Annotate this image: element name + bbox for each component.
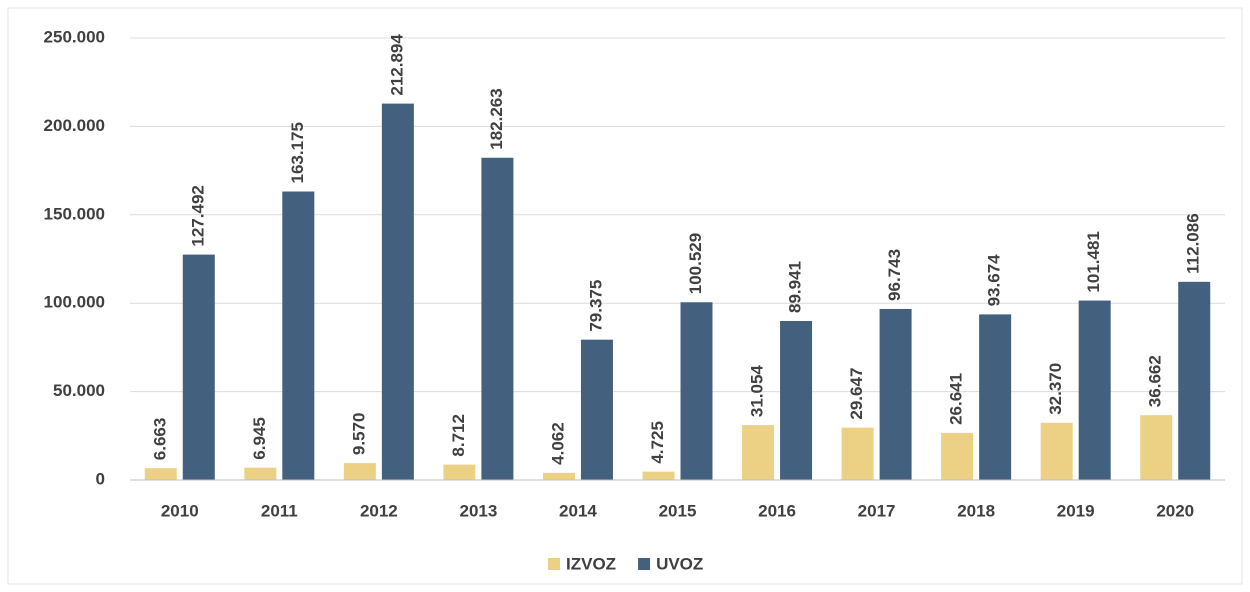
data-label: 9.570 <box>349 413 368 456</box>
x-tick-label: 2016 <box>758 501 796 520</box>
data-label: 8.712 <box>449 414 468 457</box>
bar <box>244 467 277 480</box>
x-tick-label: 2015 <box>659 501 697 520</box>
data-label: 182.263 <box>487 88 506 149</box>
bar <box>979 314 1012 480</box>
data-label: 26.641 <box>947 373 966 425</box>
data-label: 96.743 <box>885 249 904 301</box>
y-tick-label: 250.000 <box>44 27 105 46</box>
x-tick-label: 2020 <box>1156 501 1194 520</box>
bar <box>481 157 514 480</box>
bar <box>1078 300 1111 480</box>
bar <box>580 339 613 480</box>
data-label: 100.529 <box>686 233 705 294</box>
data-label: 112.086 <box>1184 213 1203 274</box>
data-label: 4.725 <box>648 421 667 464</box>
x-tick-label: 2013 <box>459 501 497 520</box>
bar <box>941 432 974 480</box>
y-tick-label: 150.000 <box>44 204 105 223</box>
x-tick-label: 2011 <box>261 501 298 520</box>
bar <box>343 463 376 480</box>
x-tick-label: 2017 <box>858 501 896 520</box>
legend-label: UVOZ <box>656 554 703 573</box>
y-tick-label: 50.000 <box>53 381 105 400</box>
bar <box>182 254 215 480</box>
bar <box>680 302 713 480</box>
bar <box>1040 422 1073 480</box>
bar <box>879 308 912 480</box>
bar <box>542 472 575 480</box>
data-label: 101.481 <box>1084 231 1103 292</box>
bar <box>381 103 414 481</box>
data-label: 32.370 <box>1046 363 1065 415</box>
x-tick-label: 2019 <box>1057 501 1095 520</box>
y-tick-label: 100.000 <box>44 293 105 312</box>
data-label: 212.894 <box>387 34 406 96</box>
data-label: 31.054 <box>748 365 767 418</box>
legend-label: IZVOZ <box>566 554 616 573</box>
bar <box>742 425 775 480</box>
legend-swatch <box>548 558 560 570</box>
data-label: 6.945 <box>250 417 269 460</box>
data-label: 4.062 <box>548 422 567 465</box>
data-label: 89.941 <box>786 261 805 313</box>
bar <box>780 320 813 480</box>
data-label: 93.674 <box>985 254 1004 307</box>
bar <box>841 427 874 480</box>
data-label: 127.492 <box>188 185 207 246</box>
bar <box>1178 281 1211 480</box>
data-label: 36.662 <box>1146 355 1165 407</box>
data-label: 29.647 <box>847 368 866 420</box>
x-tick-label: 2018 <box>957 501 995 520</box>
legend-swatch <box>638 558 651 570</box>
y-tick-label: 0 <box>96 469 105 488</box>
bar <box>282 191 315 481</box>
y-tick-label: 200.000 <box>44 116 105 135</box>
bar <box>144 468 177 480</box>
data-label: 6.663 <box>150 418 169 461</box>
bar <box>642 471 675 480</box>
chart-border <box>7 7 1243 585</box>
bar <box>443 464 476 480</box>
x-tick-label: 2014 <box>559 501 597 520</box>
data-label: 163.175 <box>288 122 307 183</box>
bar <box>1140 415 1173 480</box>
x-tick-label: 2012 <box>360 501 398 520</box>
data-label: 79.375 <box>586 280 605 332</box>
x-tick-label: 2010 <box>161 501 199 520</box>
